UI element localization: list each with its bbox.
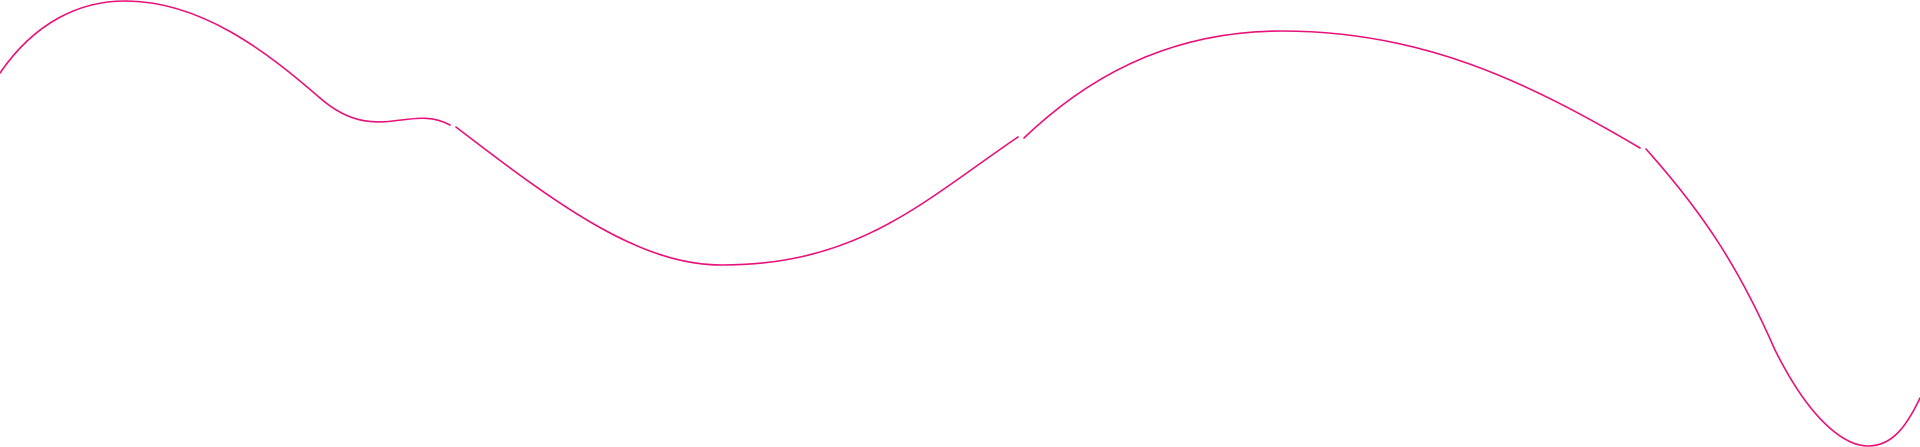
wave-segment-2 [455, 126, 1019, 266]
wave-segment-1 [0, 0, 451, 126]
wave-segment-3 [1023, 30, 1641, 149]
wave-segment-4 [1645, 148, 1920, 447]
